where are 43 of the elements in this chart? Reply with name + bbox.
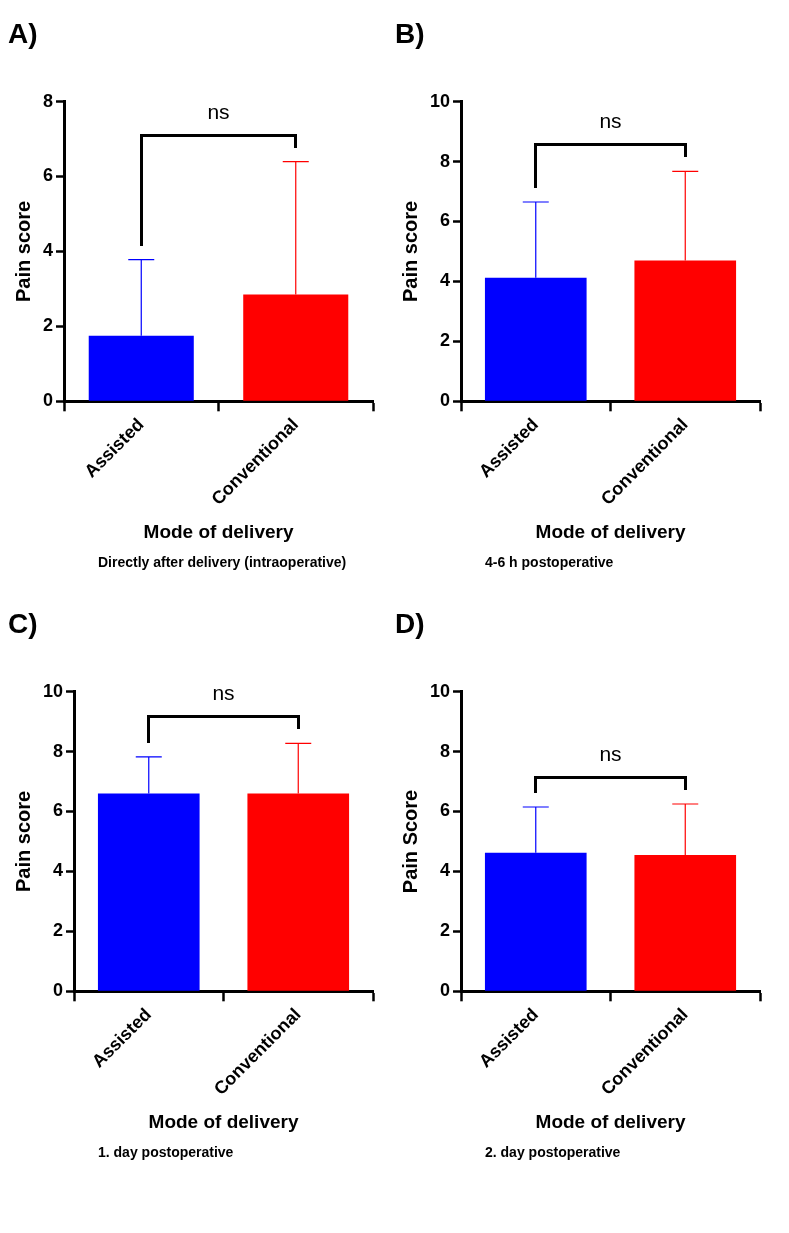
y-tick-label: 8 [53,740,64,761]
y-tick-label: 2 [440,330,451,351]
chart-title: A) [8,17,38,49]
y-tick-label: 8 [440,740,451,761]
text: 4-6 h postoperative [485,554,614,570]
y-tick-label: 8 [43,90,54,111]
y-tick-label: 10 [42,680,64,701]
x-axis-title: Mode of delivery [148,1110,299,1132]
y-tick-label: 0 [440,390,451,411]
text: Directly after delivery (intraoperative) [98,554,347,570]
x-axis-title: Mode of delivery [535,520,686,542]
y-tick-label: 8 [440,150,451,171]
annotation: ns [598,741,623,766]
y-tick-label: 6 [43,165,54,186]
y-tick-label: 2 [440,920,451,941]
y-axis-title: Pain score [11,200,34,303]
y-axis-title: Pain Score [398,789,421,894]
annotation: ns [206,99,231,124]
y-tick-label: 10 [429,680,451,701]
x-axis-title: Mode of delivery [535,1110,686,1132]
text: 2. day postoperative [485,1144,621,1160]
y-tick-label: 10 [429,90,451,111]
y-tick-label: 6 [440,210,451,231]
y-tick-label: 6 [440,800,451,821]
text: 1. day postoperative [98,1144,234,1160]
y-tick-label: 4 [43,240,54,261]
annotation: ns [211,681,236,706]
y-tick-label: 4 [440,860,451,881]
y-tick-label: 0 [43,390,54,411]
y-axis-title: Pain score [398,200,421,303]
y-tick-label: 0 [440,980,451,1001]
chart-title: B) [395,17,425,49]
y-tick-label: 4 [53,860,64,881]
annotation: ns [598,109,623,134]
y-tick-label: 6 [53,800,64,821]
y-tick-label: 2 [43,315,54,336]
y-axis-title: Pain score [11,790,34,893]
y-tick-label: 4 [440,270,451,291]
y-tick-label: 2 [53,920,64,941]
chart-title: D) [395,607,425,639]
y-tick-label: 0 [53,980,64,1001]
chart-title: C) [8,607,38,639]
x-axis-title: Mode of delivery [143,520,294,542]
